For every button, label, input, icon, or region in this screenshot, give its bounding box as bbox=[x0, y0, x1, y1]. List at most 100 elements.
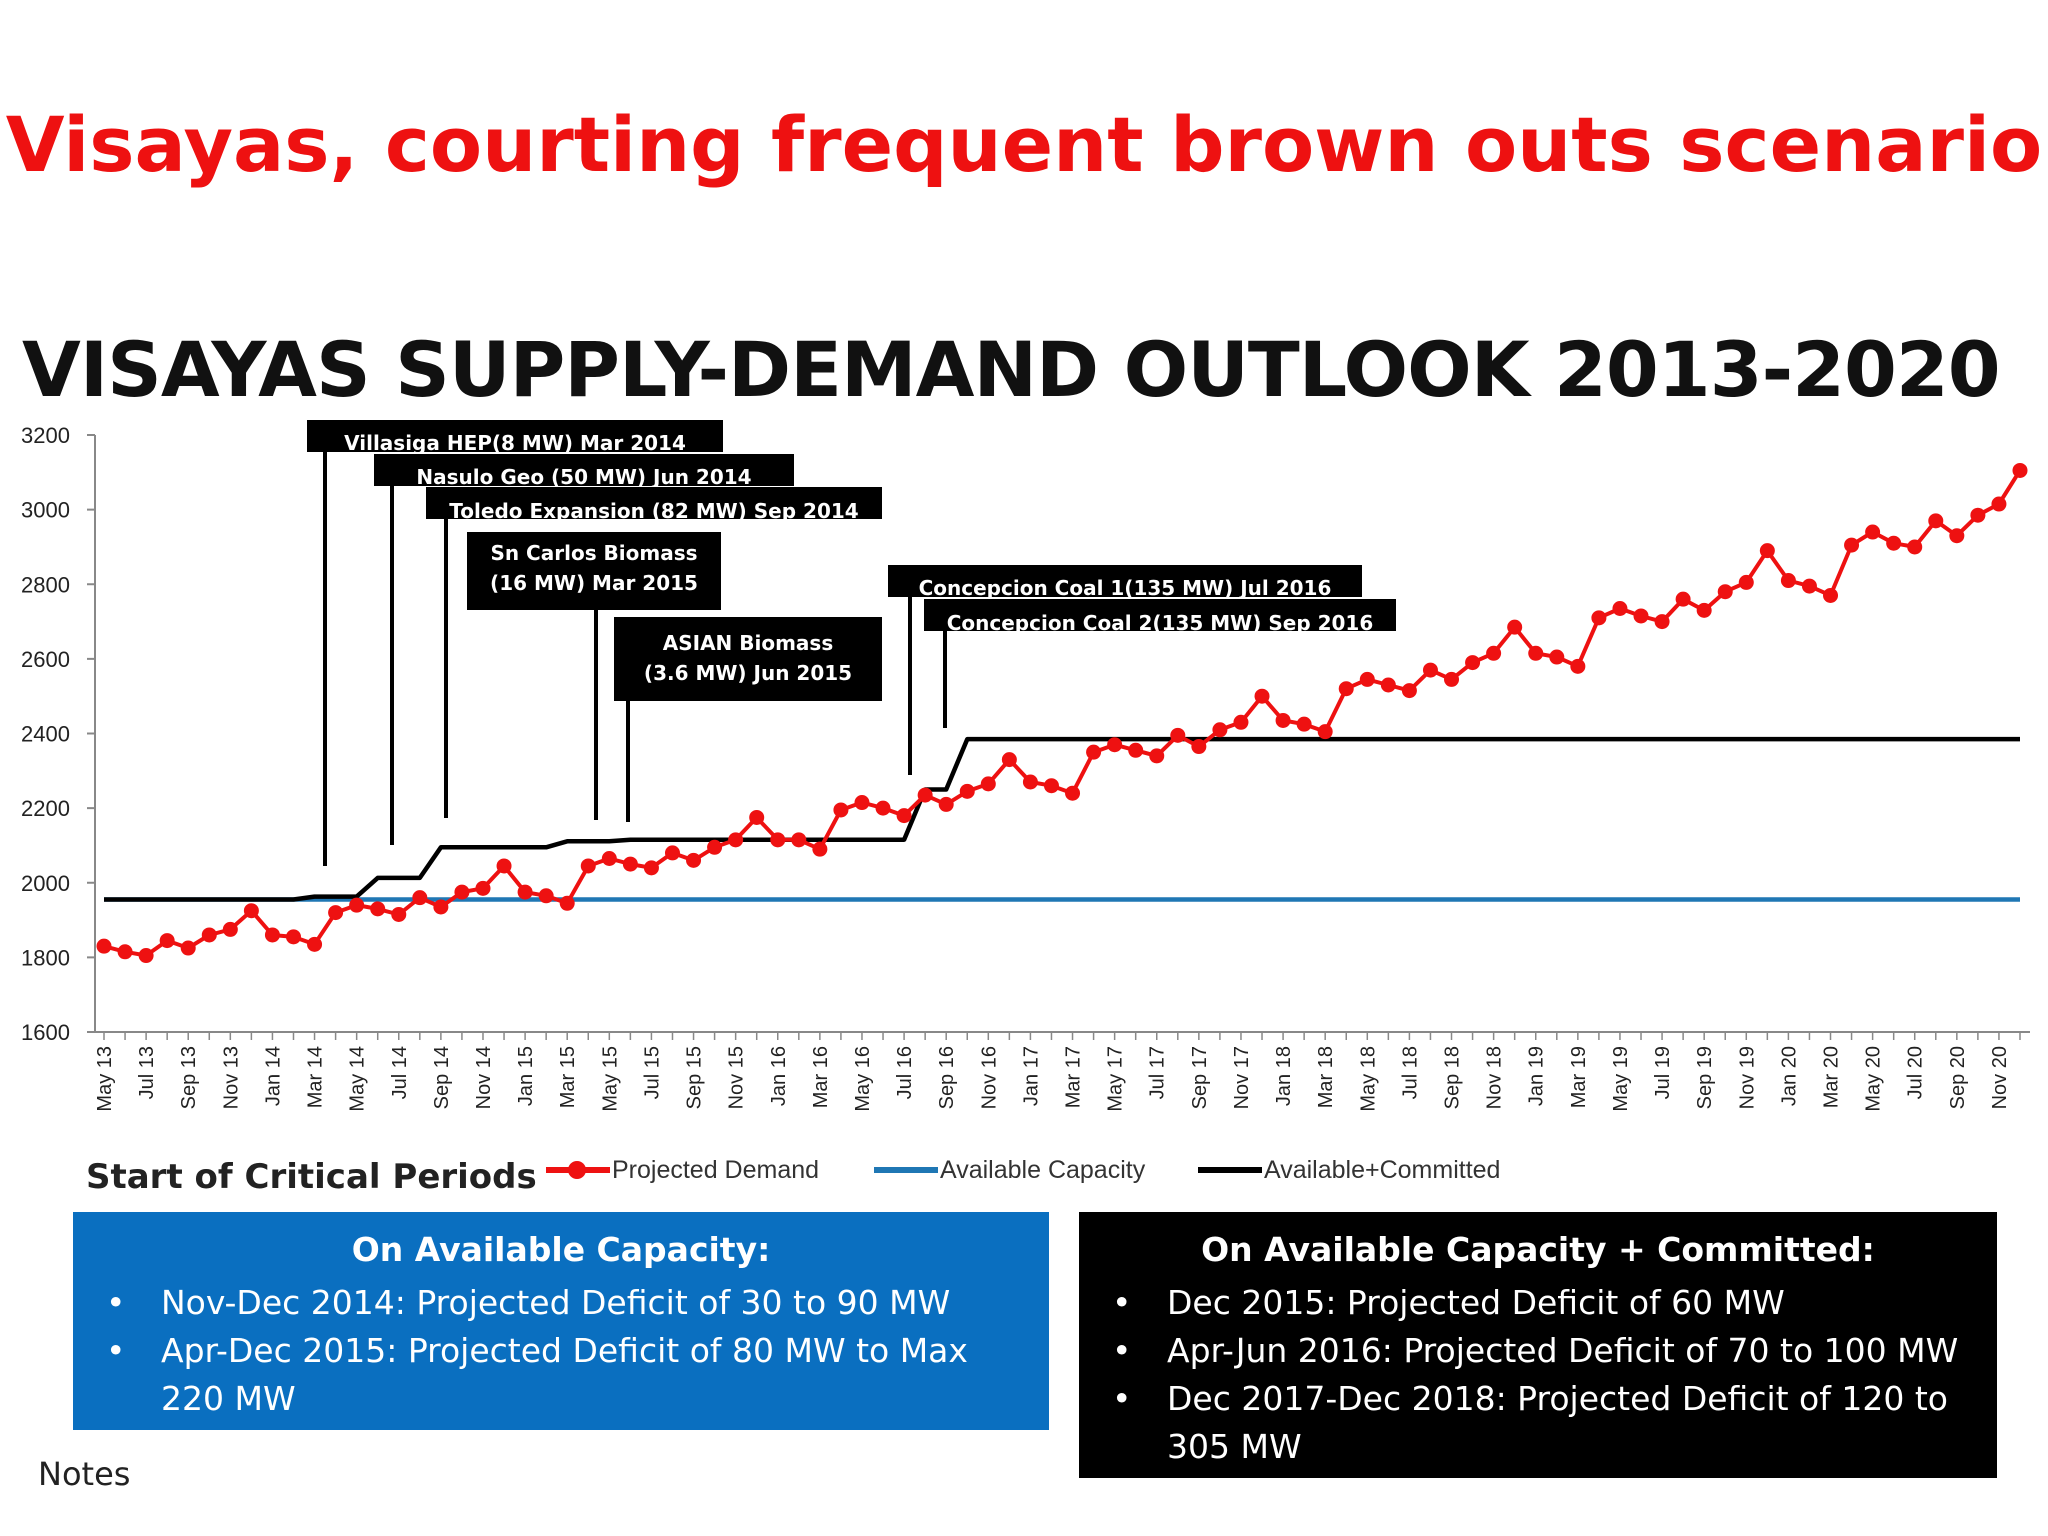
available-capacity-heading: On Available Capacity: bbox=[351, 1230, 771, 1269]
annotation-label: Sn Carlos Biomass bbox=[490, 541, 697, 565]
x-tick-label: Jan 14 bbox=[262, 1046, 284, 1106]
demand-point bbox=[1296, 716, 1312, 732]
list-item: • Nov-Dec 2014: Projected Deficit of 30 t… bbox=[106, 1279, 1009, 1327]
x-tick-label: Sep 16 bbox=[936, 1046, 958, 1109]
demand-point bbox=[980, 776, 996, 792]
demand-point bbox=[728, 832, 744, 848]
demand-point bbox=[1949, 528, 1965, 544]
demand-point bbox=[433, 899, 449, 915]
demand-point bbox=[1191, 739, 1207, 755]
demand-point bbox=[412, 890, 428, 906]
demand-point bbox=[1780, 573, 1796, 589]
x-tick-label: Jul 17 bbox=[1147, 1046, 1169, 1099]
legend-demand-marker bbox=[568, 1161, 586, 1179]
x-tick-label: Sep 18 bbox=[1442, 1046, 1464, 1109]
demand-point bbox=[264, 927, 280, 943]
legend-item-demand: Projected Demand bbox=[546, 1155, 819, 1185]
demand-point bbox=[1149, 748, 1165, 764]
list-item: • Dec 2017-Dec 2018: Projected Deficit of… bbox=[1112, 1375, 1967, 1471]
demand-point bbox=[1759, 543, 1775, 559]
x-tick-label: Mar 17 bbox=[1063, 1046, 1085, 1108]
demand-point bbox=[349, 897, 365, 913]
x-tick-label: Jan 16 bbox=[768, 1046, 790, 1106]
demand-point bbox=[1844, 537, 1860, 553]
x-tick-label: May 18 bbox=[1357, 1046, 1379, 1112]
demand-point bbox=[1086, 744, 1102, 760]
demand-point bbox=[938, 796, 954, 812]
demand-point bbox=[222, 921, 238, 937]
demand-point bbox=[959, 783, 975, 799]
demand-point bbox=[1465, 655, 1481, 671]
committed-capacity-box: On Available Capacity + Committed: • Dec … bbox=[1079, 1212, 1997, 1478]
x-tick-label: Sep 13 bbox=[178, 1046, 200, 1109]
committed-capacity-heading: On Available Capacity + Committed: bbox=[1201, 1230, 1875, 1269]
demand-point bbox=[1275, 712, 1291, 728]
x-tick-label: Mar 19 bbox=[1568, 1046, 1590, 1108]
demand-point bbox=[791, 832, 807, 848]
x-tick-label: Jul 15 bbox=[641, 1046, 663, 1099]
demand-point bbox=[1359, 671, 1375, 687]
x-tick-label: Jan 20 bbox=[1778, 1046, 1800, 1106]
demand-point bbox=[833, 802, 849, 818]
annotation-box bbox=[307, 420, 723, 452]
demand-point bbox=[1970, 507, 1986, 523]
demand-point bbox=[1928, 513, 1944, 529]
annotation-label: Toledo Expansion (82 MW) Sep 2014 bbox=[449, 499, 858, 523]
demand-point bbox=[643, 860, 659, 876]
x-tick-label: May 17 bbox=[1105, 1046, 1127, 1112]
annotation-box bbox=[467, 532, 721, 610]
x-tick-label: Mar 16 bbox=[810, 1046, 832, 1108]
x-tick-label: Mar 14 bbox=[305, 1046, 327, 1108]
x-tick-label: Mar 20 bbox=[1821, 1046, 1843, 1108]
x-tick-label: Jul 18 bbox=[1399, 1046, 1421, 1099]
x-tick-label: Jan 15 bbox=[515, 1046, 537, 1106]
x-tick-label: Sep 17 bbox=[1189, 1046, 1211, 1109]
demand-point bbox=[812, 841, 828, 857]
demand-point bbox=[307, 936, 323, 952]
demand-point bbox=[475, 880, 491, 896]
chart-title: VISAYAS SUPPLY-DEMAND OUTLOOK 2013-2020 bbox=[22, 325, 2001, 414]
demand-point bbox=[875, 800, 891, 816]
y-tick-label: 3200 bbox=[21, 423, 70, 448]
x-tick-label: Nov 18 bbox=[1484, 1046, 1506, 1109]
demand-point bbox=[1717, 584, 1733, 600]
demand-point bbox=[917, 787, 933, 803]
notes-label: Notes bbox=[38, 1455, 131, 1493]
demand-point bbox=[1696, 602, 1712, 618]
demand-point bbox=[1128, 742, 1144, 758]
y-tick-label: 2400 bbox=[21, 722, 70, 747]
demand-point bbox=[1065, 785, 1081, 801]
annotation-label: Villasiga HEP(8 MW) Mar 2014 bbox=[344, 431, 686, 455]
demand-point bbox=[1001, 752, 1017, 768]
demand-point bbox=[159, 933, 175, 949]
annotation-label: Concepcion Coal 1(135 MW) Jul 2016 bbox=[919, 576, 1332, 600]
x-tick-label: Nov 13 bbox=[220, 1046, 242, 1109]
demand-point bbox=[1865, 524, 1881, 540]
demand-point bbox=[1633, 608, 1649, 624]
demand-point bbox=[1380, 677, 1396, 693]
y-tick-label: 2200 bbox=[21, 796, 70, 821]
demand-point bbox=[1570, 658, 1586, 674]
supply-demand-chart: 1600 1800 2000 2200 2400 2600 2800 3000 3200 May … bbox=[21, 420, 2030, 1112]
demand-point bbox=[1254, 688, 1270, 704]
demand-point bbox=[1507, 619, 1523, 635]
demand-point bbox=[559, 895, 575, 911]
demand-point bbox=[1401, 683, 1417, 699]
annotation-box bbox=[924, 599, 1396, 631]
annotation-label: ASIAN Biomass bbox=[663, 631, 834, 655]
legend-item-committed: Available+Committed bbox=[1198, 1155, 1500, 1185]
demand-point bbox=[201, 927, 217, 943]
y-tick-label: 3000 bbox=[21, 498, 70, 523]
x-tick-label: Jul 14 bbox=[389, 1046, 411, 1099]
demand-point bbox=[1444, 671, 1460, 687]
annotation-label: Concepcion Coal 2(135 MW) Sep 2016 bbox=[947, 611, 1374, 635]
x-tick-label: Sep 20 bbox=[1947, 1046, 1969, 1109]
demand-point bbox=[601, 850, 617, 866]
demand-point bbox=[138, 948, 154, 964]
demand-point bbox=[1738, 574, 1754, 590]
slide-title: Visayas, courting frequent brown outs sc… bbox=[5, 100, 2043, 189]
annotation-box bbox=[426, 487, 882, 519]
x-tick-label: May 13 bbox=[94, 1046, 116, 1112]
demand-point bbox=[2012, 462, 2028, 478]
annotation-label: (16 MW) Mar 2015 bbox=[490, 571, 698, 595]
